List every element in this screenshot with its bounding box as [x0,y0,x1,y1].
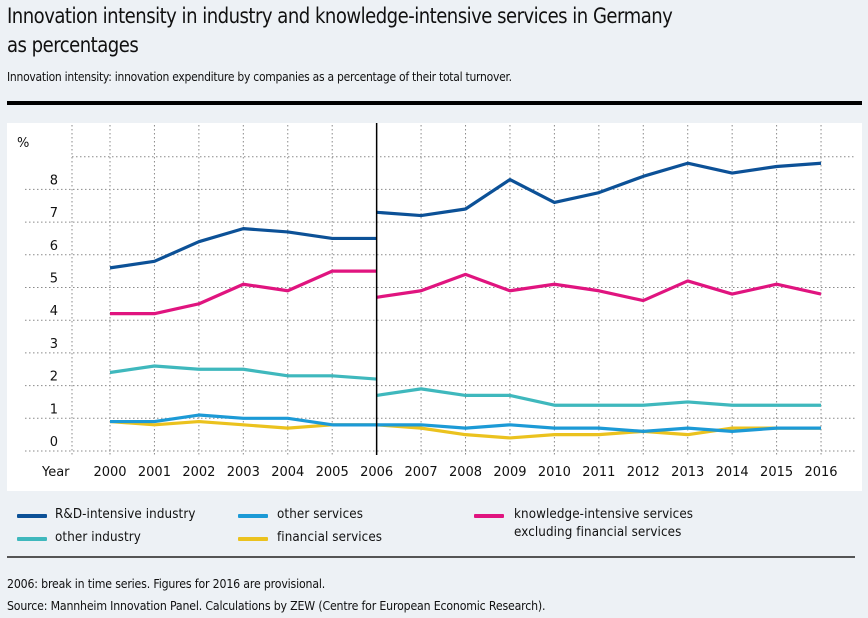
x-tick-label: 2004 [271,465,304,480]
legend-swatch-rd-industry [17,514,47,518]
x-tick-label: 2005 [316,465,349,480]
series-line-other-industry-post-break [376,387,822,407]
legend-swatch-other-services [238,514,268,518]
x-tick-label: 2016 [804,465,837,480]
legend-swatch-other-industry [17,537,47,541]
x-axis-label: Year [41,465,70,480]
series-line-knowledge-intensive-services-excluding-financial-services-post-break [376,272,822,303]
x-tick-label: 2015 [760,465,793,480]
x-tick-label: 2006 [360,465,393,480]
x-tick-label: 2010 [538,465,571,480]
series-line-knowledge-intensive-services-excluding-financial-services-pre-break [110,269,377,316]
series-line-other-services-pre-break [110,413,377,427]
series-lines [109,161,822,440]
y-tick-label: 8 [50,173,58,188]
x-tick-label: 2007 [405,465,438,480]
legend-swatch-kis [474,514,504,518]
chart-title: Innovation intensity in industry and kno… [7,2,738,60]
legend-label-kis-line2: excluding financial services [514,525,682,540]
y-tick-label: 0 [50,435,58,450]
chart-title-line2: as percentages [7,33,139,57]
y-axis-label: % [17,136,29,151]
series-line-other-industry-pre-break [109,364,377,381]
legend-label-rd-industry: R&D-intensive industry [55,507,196,522]
x-tick-label: 2009 [493,465,526,480]
break-note: 2006: break in time series. Figures for … [7,576,326,591]
y-tick-label: 7 [50,206,58,221]
source-note: Source: Mannheim Innovation Panel. Calcu… [7,598,546,613]
y-tick-label: 5 [50,272,58,287]
y-tick-label: 6 [50,239,58,254]
x-tick-label: 2013 [671,465,704,480]
y-tick-label: 4 [50,304,58,319]
header-rule [7,101,862,105]
legend-swatch-financial-services [238,537,268,541]
x-tick-label: 2002 [182,465,215,480]
y-axis-ticks: 0 1 2 3 4 5 6 7 8 [50,173,58,450]
legend-label-financial-services: financial services [277,530,383,545]
x-tick-label: 2014 [716,465,749,480]
legend-label-other-industry: other industry [55,530,141,545]
chart-subtitle: Innovation intensity: innovation expendi… [7,70,512,84]
x-tick-label: 2003 [227,465,260,480]
series-line-other-services-post-break [376,423,822,433]
legend-label-kis-line1: knowledge-intensive services [514,507,694,522]
x-tick-label: 2001 [138,465,171,480]
legend-label-other-services: other services [277,507,364,522]
series-line-financial-services-post-break [376,423,822,440]
series-line-rd-intensive-industry-pre-break [109,227,377,270]
series-line-rd-intensive-industry-post-break [376,161,822,218]
x-tick-label: 2000 [93,465,126,480]
y-tick-label: 3 [50,337,58,352]
y-tick-label: 2 [50,370,58,385]
y-tick-label: 1 [50,402,58,417]
legend-rule [7,556,855,558]
x-axis-ticks: 2000 2001 2002 2003 2004 2005 2006 2007 2008 2009… [93,465,837,480]
x-tick-label: 2008 [449,465,482,480]
x-tick-label: 2011 [582,465,615,480]
chart-title-line1: Innovation intensity in industry and kno… [7,4,673,28]
x-tick-label: 2012 [627,465,660,480]
